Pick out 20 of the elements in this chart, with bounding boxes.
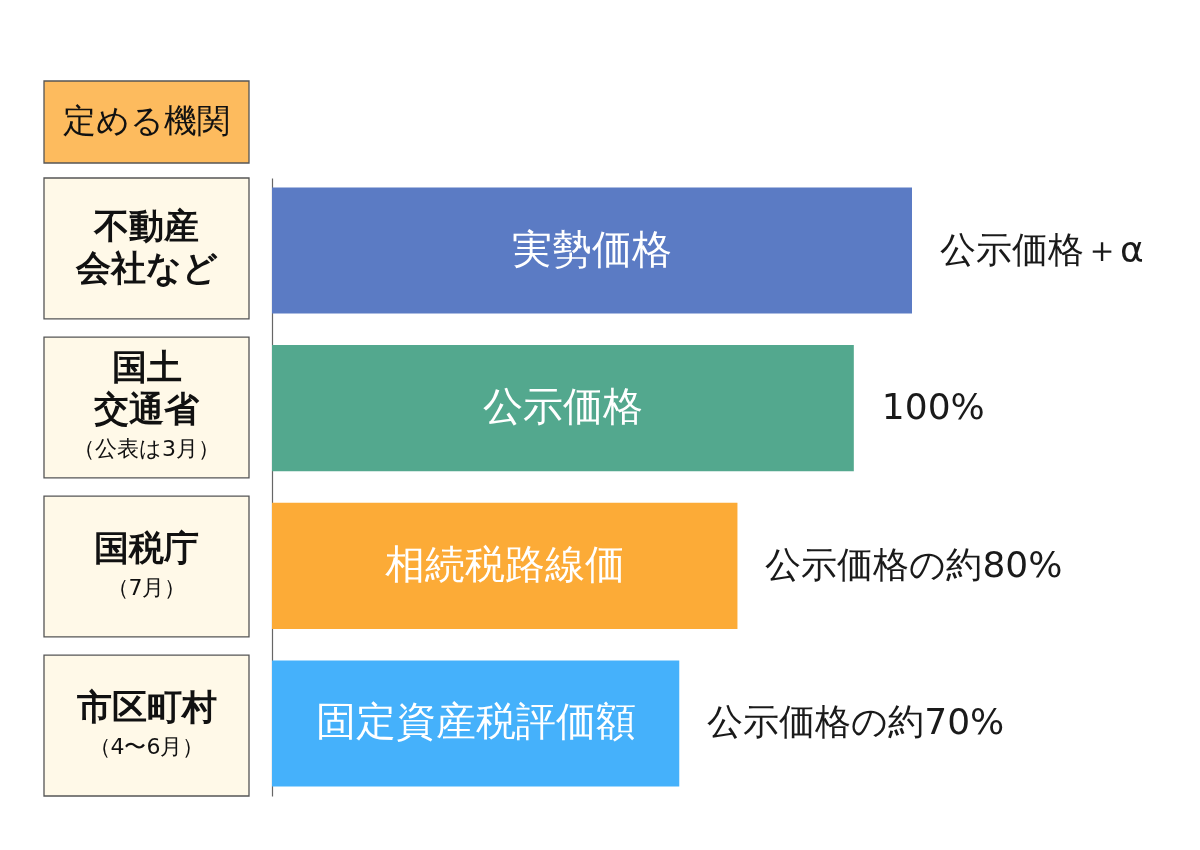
y-tick-label: 固定資産税評価額 <box>315 698 636 745</box>
text: 国税庁 <box>94 527 199 568</box>
text: 定める機関 <box>63 101 230 140</box>
text: （公表は3月） <box>73 436 220 462</box>
bar <box>272 660 680 787</box>
text: （4〜6月） <box>88 733 205 759</box>
data-label: 公示価格の約80% <box>765 543 1063 585</box>
text: 国土交通省 <box>93 347 200 430</box>
data-label: 100% <box>881 386 985 428</box>
bar <box>272 187 912 314</box>
text: （7月） <box>106 574 187 600</box>
y-tick-label: 公示価格 <box>482 383 643 430</box>
text: 市区町村 <box>75 686 217 727</box>
data-label: 公示価格＋α <box>940 228 1144 270</box>
y-tick-label: 実勢価格 <box>512 225 672 272</box>
y-tick-label: 相続税路線価 <box>384 540 625 587</box>
bar <box>272 345 854 472</box>
text: 不動産会社など <box>74 206 218 289</box>
bar <box>272 502 738 629</box>
data-label: 公示価格の約70% <box>707 701 1005 743</box>
